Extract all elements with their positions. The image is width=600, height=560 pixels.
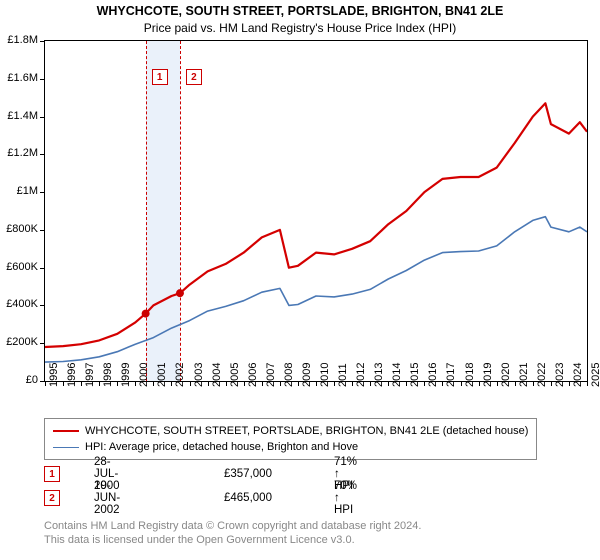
legend-label: WHYCHCOTE, SOUTH STREET, PORTSLADE, BRIG… — [85, 425, 528, 437]
legend: WHYCHCOTE, SOUTH STREET, PORTSLADE, BRIG… — [44, 418, 537, 460]
event-box-2: 2 — [186, 69, 202, 85]
event-dot-1 — [142, 310, 150, 318]
ytick-label: £400K — [0, 298, 38, 310]
footnote-2: This data is licensed under the Open Gov… — [44, 534, 355, 546]
event-dot-2 — [176, 289, 184, 297]
ytick-label: £200K — [0, 336, 38, 348]
chart-svg — [45, 41, 587, 381]
legend-label: HPI: Average price, detached house, Brig… — [85, 441, 358, 453]
event-box-1: 1 — [152, 69, 168, 85]
sale-price: £357,000 — [224, 468, 272, 480]
chart-subtitle: Price paid vs. HM Land Registry's House … — [0, 21, 600, 35]
ytick-label: £0 — [0, 374, 38, 386]
sale-price: £465,000 — [224, 492, 272, 504]
legend-item: WHYCHCOTE, SOUTH STREET, PORTSLADE, BRIG… — [53, 423, 528, 439]
ytick-label: £1M — [0, 185, 38, 197]
ytick-label: £600K — [0, 261, 38, 273]
legend-swatch — [53, 430, 79, 432]
footnote-1: Contains HM Land Registry data © Crown c… — [44, 520, 421, 532]
legend-item: HPI: Average price, detached house, Brig… — [53, 439, 528, 455]
chart-title: WHYCHCOTE, SOUTH STREET, PORTSLADE, BRIG… — [0, 4, 600, 18]
plot-area: 12 — [44, 40, 588, 382]
series-hpi — [45, 217, 587, 362]
sale-vs-hpi: 70% ↑ HPI — [334, 480, 357, 516]
sale-date: 19-JUN-2002 — [94, 480, 120, 516]
ytick-label: £1.6M — [0, 72, 38, 84]
ytick-label: £800K — [0, 223, 38, 235]
sale-marker-1: 1 — [44, 466, 60, 482]
sale-row-2: 219-JUN-2002£465,00070% ↑ HPI — [44, 490, 60, 506]
xtick — [45, 381, 46, 386]
ytick-label: £1.2M — [0, 147, 38, 159]
series-price_paid — [45, 103, 587, 347]
ytick-label: £1.4M — [0, 110, 38, 122]
legend-swatch — [53, 447, 79, 448]
sale-row-1: 128-JUL-2000£357,00071% ↑ HPI — [44, 466, 60, 482]
xtick-label: 2025 — [590, 363, 600, 387]
ytick-label: £1.8M — [0, 34, 38, 46]
sale-marker-2: 2 — [44, 490, 60, 506]
